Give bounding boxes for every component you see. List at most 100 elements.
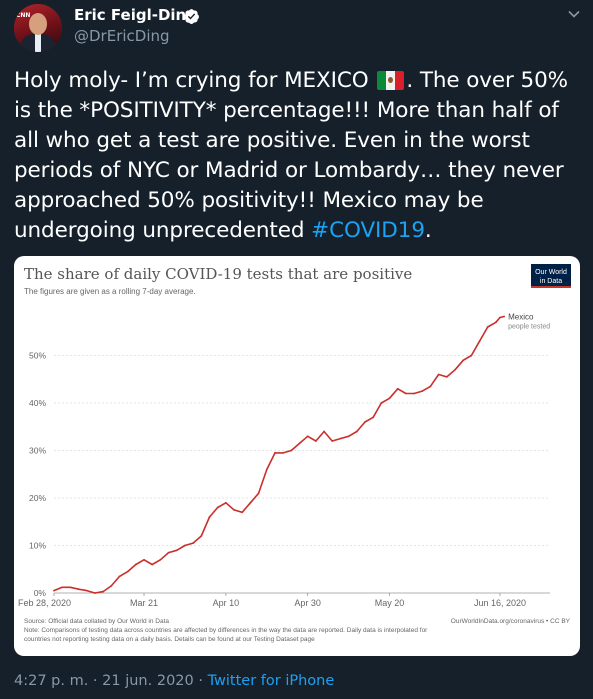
data-point (69, 586, 72, 589)
data-point (347, 435, 350, 438)
y-tick-label: 30% (29, 446, 46, 456)
author-name[interactable]: Eric Feigl-Ding (74, 6, 197, 24)
data-point (61, 586, 64, 589)
data-point (257, 492, 260, 495)
data-point (265, 468, 268, 471)
tweet-text-part: . (424, 218, 432, 243)
data-point (102, 590, 105, 593)
data-point (380, 402, 383, 404)
data-point (445, 375, 448, 378)
data-point (339, 437, 342, 440)
tweet-text-part: Holy moly- I’m crying for MEXICO (14, 68, 376, 93)
data-point (372, 416, 375, 419)
avatar-tag: CNN (16, 12, 31, 19)
y-tick-label: 10% (29, 541, 46, 551)
data-point (94, 592, 96, 594)
tweet-source-link[interactable]: Twitter for iPhone (207, 673, 335, 689)
tweet-meta: 4:27 p. m. · 21 jun. 2020 · Twitter for … (14, 673, 334, 689)
y-tick-label: 50% (29, 351, 46, 361)
data-point (388, 397, 391, 400)
x-tick-label: May 20 (375, 598, 405, 608)
data-point (437, 373, 440, 376)
data-point (208, 516, 211, 518)
data-point (233, 508, 235, 511)
series-line-mexico (53, 315, 505, 594)
data-point (77, 588, 80, 591)
meta-separator: · (88, 673, 103, 689)
data-point (290, 449, 293, 452)
data-point (110, 584, 113, 587)
avatar-face (29, 13, 47, 35)
data-point (429, 385, 432, 388)
data-point (143, 558, 145, 561)
owid-logo-line2: in Data (540, 278, 562, 285)
data-point (151, 563, 154, 566)
data-point (331, 440, 334, 442)
avatar[interactable]: CNN (14, 4, 62, 52)
owid-logo-line1: Our World (535, 269, 567, 276)
data-point (282, 451, 285, 454)
series-label: Mexico (508, 313, 534, 322)
verified-badge-icon (184, 9, 199, 24)
x-tick-label: Feb 28, 2020 (18, 598, 71, 608)
x-tick-label: Jun 16, 2020 (474, 598, 526, 608)
data-point (503, 315, 505, 318)
data-point (404, 392, 407, 395)
tweet-text-part: . The over 50% is the *POSITIVITY* perce… (14, 68, 569, 243)
data-point (413, 392, 415, 395)
data-point (184, 544, 186, 547)
chart-subtitle: The figures are given as a rolling 7-day… (24, 287, 196, 296)
data-point (167, 551, 170, 554)
data-point (85, 589, 88, 592)
chart-source: Source: Official data collated by Our Wo… (24, 618, 169, 625)
owid-logo[interactable]: Our World in Data (531, 264, 571, 288)
data-point (126, 570, 129, 573)
data-point (499, 316, 501, 319)
data-point (249, 501, 252, 504)
y-tick-label: 0% (34, 588, 47, 598)
chart-credit[interactable]: OurWorldInData.org/coronavirus • CC BY (451, 618, 571, 625)
data-point (314, 440, 317, 442)
data-point (355, 430, 358, 433)
avatar-shirt (35, 34, 41, 52)
tweet-date[interactable]: 21 jun. 2020 (102, 673, 194, 689)
data-point (274, 451, 276, 454)
x-tick-label: Apr 30 (294, 598, 321, 608)
author-handle[interactable]: @DrEricDing (74, 27, 170, 45)
data-point (495, 321, 497, 324)
data-point (241, 511, 244, 514)
chart-note-line1: Note: Comparisons of testing data across… (24, 627, 428, 634)
hashtag-link[interactable]: #COVID19 (311, 218, 425, 243)
data-point (200, 535, 203, 537)
chart: The share of daily COVID-19 tests that a… (18, 264, 571, 643)
mexico-flag-icon (377, 71, 405, 90)
data-point (134, 563, 137, 566)
y-tick-label: 20% (29, 493, 46, 503)
data-point (192, 542, 195, 545)
tweet-text: Holy moly- I’m crying for MEXICO . The o… (14, 66, 586, 246)
data-point (396, 387, 399, 390)
chart-title: The share of daily COVID-19 tests that a… (24, 265, 412, 283)
data-point (175, 549, 178, 552)
series-sublabel: people tested (508, 324, 550, 331)
data-point (306, 435, 309, 438)
chart-note-line2: countries not reporting testing data on … (24, 636, 315, 643)
data-point (323, 430, 325, 433)
chevron-down-icon[interactable] (566, 6, 582, 22)
data-point (216, 506, 219, 509)
data-point (364, 421, 366, 423)
data-point (462, 359, 465, 362)
data-point (118, 575, 121, 578)
data-point (298, 442, 301, 445)
meta-separator: · (193, 673, 208, 689)
data-point (486, 326, 489, 328)
data-point (53, 589, 55, 592)
tweet-time[interactable]: 4:27 p. m. (14, 673, 89, 689)
data-point (470, 354, 473, 357)
x-tick-label: Mar 21 (130, 598, 158, 608)
y-tick-label: 40% (29, 398, 46, 408)
data-point (159, 558, 162, 561)
chart-card[interactable]: The share of daily COVID-19 tests that a… (14, 256, 580, 656)
data-point (224, 501, 227, 504)
data-point (478, 340, 481, 343)
